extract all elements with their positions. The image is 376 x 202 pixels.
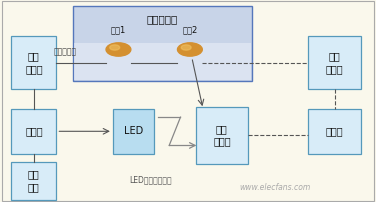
FancyBboxPatch shape <box>113 109 154 154</box>
FancyBboxPatch shape <box>11 36 56 89</box>
FancyBboxPatch shape <box>308 109 361 154</box>
Text: 功率
放大器: 功率 放大器 <box>326 52 343 74</box>
Text: 光电
探测器: 光电 探测器 <box>213 124 230 146</box>
Text: 端口1: 端口1 <box>111 26 126 35</box>
Text: 端口2: 端口2 <box>182 26 197 35</box>
Text: 直流
偏置: 直流 偏置 <box>28 170 40 192</box>
Text: LED：发光二极管: LED：发光二极管 <box>129 175 172 184</box>
Text: 网络分析仪: 网络分析仪 <box>147 14 178 24</box>
Text: LED: LED <box>124 126 143 136</box>
Text: www.elecfans.com: www.elecfans.com <box>239 183 310 192</box>
Circle shape <box>106 43 131 56</box>
FancyBboxPatch shape <box>74 43 251 80</box>
Text: 偏置器: 偏置器 <box>25 126 42 136</box>
FancyBboxPatch shape <box>308 36 361 89</box>
Circle shape <box>177 43 202 56</box>
FancyBboxPatch shape <box>196 107 248 164</box>
Text: 正弦波扫频: 正弦波扫频 <box>53 47 76 57</box>
Circle shape <box>110 45 120 50</box>
Circle shape <box>181 45 191 50</box>
FancyBboxPatch shape <box>73 6 252 81</box>
FancyBboxPatch shape <box>11 109 56 154</box>
Text: 功率
放大器: 功率 放大器 <box>25 52 42 74</box>
Text: 滤波器: 滤波器 <box>326 126 343 136</box>
FancyBboxPatch shape <box>11 162 56 200</box>
